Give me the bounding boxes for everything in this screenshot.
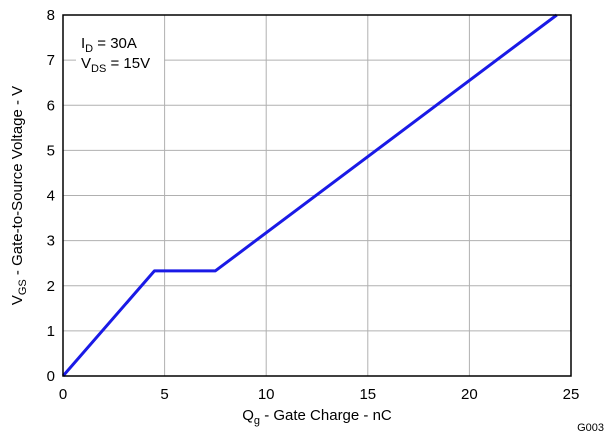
y-tick-label: 7 — [47, 52, 55, 69]
y-tick-label: 5 — [47, 142, 55, 159]
x-tick-label: 15 — [359, 386, 376, 403]
annotation-box — [76, 29, 164, 74]
y-tick-label: 8 — [47, 7, 55, 24]
x-tick-label: 25 — [563, 386, 580, 403]
y-tick-label: 0 — [47, 368, 55, 385]
y-tick-label: 4 — [47, 188, 55, 205]
y-tick-label: 1 — [47, 323, 55, 340]
annotation-text: ID = 30A VDS = 15V — [81, 35, 150, 75]
y-axis-title: VGS - Gate-to-Source Voltage - V — [9, 86, 29, 305]
figure-id: G003 — [577, 422, 604, 434]
x-axis-title: Qg - Gate Charge - nC — [242, 407, 392, 427]
y-tick-label: 2 — [47, 278, 55, 295]
annotation-vds: VDS = 15V — [81, 55, 150, 75]
x-tick-label: 10 — [258, 386, 275, 403]
series-line — [61, 13, 558, 377]
annotation-id: ID = 30A — [81, 35, 137, 55]
x-tick-label: 0 — [59, 386, 67, 403]
x-tick-labels: 0 5 10 15 20 25 — [59, 386, 580, 403]
y-tick-label: 6 — [47, 97, 55, 114]
y-tick-label: 3 — [47, 233, 55, 250]
y-tick-labels: 0 1 2 3 4 5 6 7 8 — [47, 7, 55, 385]
x-tick-label: 20 — [461, 386, 478, 403]
x-tick-label: 5 — [160, 386, 168, 403]
series-layer — [61, 13, 558, 377]
plot-frame — [62, 14, 572, 377]
